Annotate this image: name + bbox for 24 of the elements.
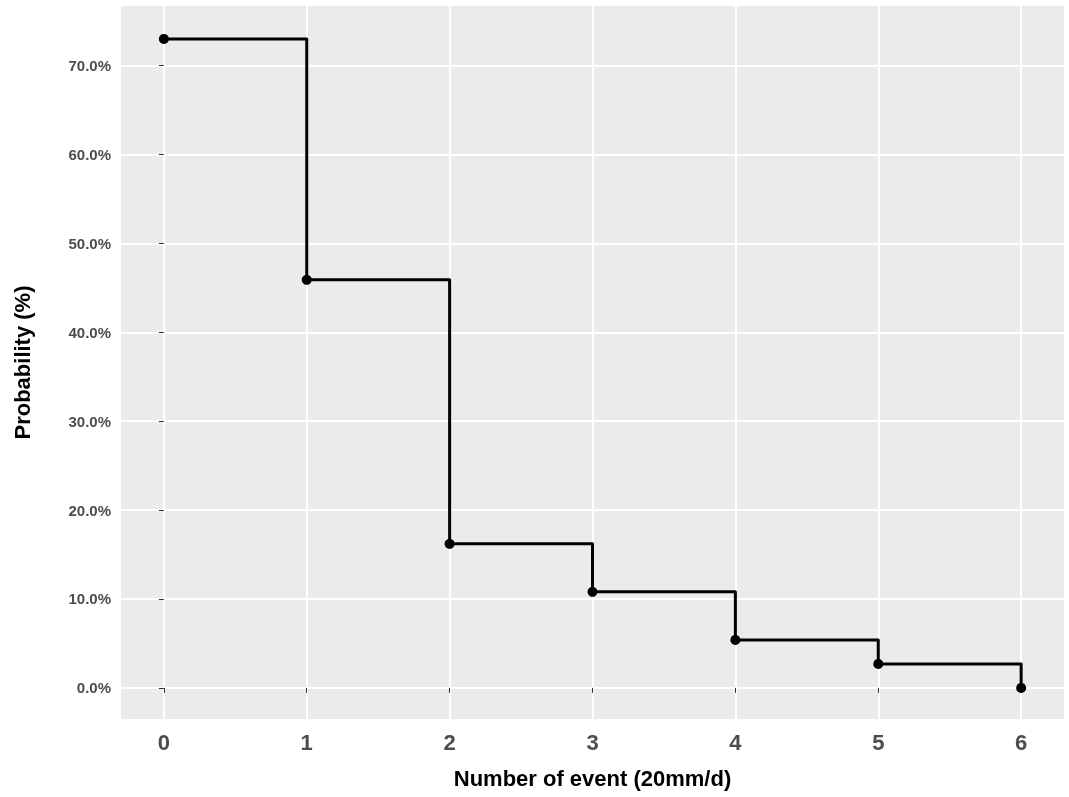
point — [444, 538, 455, 549]
y-tick-label: 70.0% — [68, 57, 111, 75]
x-tick-label: 0 — [157, 729, 170, 755]
x-tick-label: 3 — [586, 729, 599, 755]
y-tick-label: 40.0% — [68, 323, 111, 341]
x-tick-label: 6 — [1015, 729, 1028, 755]
y-tick-label: 30.0% — [68, 412, 111, 430]
x-tick-label: 2 — [443, 729, 456, 755]
point — [587, 586, 598, 597]
point — [873, 658, 884, 669]
point — [730, 634, 741, 645]
x-tick-label: 4 — [729, 729, 743, 755]
y-tick-label: 10.0% — [68, 590, 111, 608]
y-tick-label: 20.0% — [68, 501, 111, 519]
point — [158, 33, 169, 44]
y-axis-title: Probability (%) — [9, 285, 35, 440]
x-axis-title: Number of event (20mm/d) — [453, 765, 732, 791]
y-tick-label: 60.0% — [68, 145, 111, 163]
y-tick-label: 50.0% — [68, 234, 111, 252]
x-tick-label: 5 — [872, 729, 885, 755]
y-tick-label: 0.0% — [76, 679, 111, 697]
point — [301, 274, 312, 285]
point — [1016, 682, 1027, 693]
x-tick-label: 1 — [300, 729, 313, 755]
